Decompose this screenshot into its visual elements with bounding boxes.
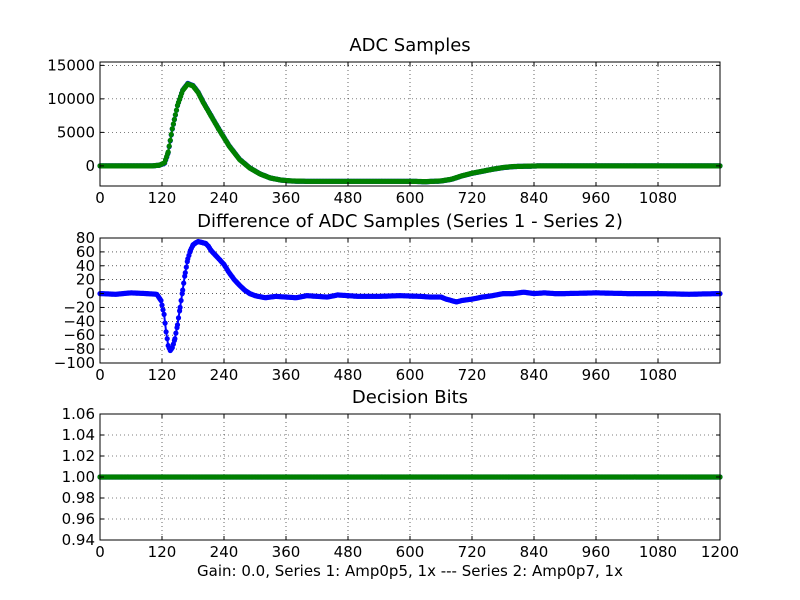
y-tick-label: −40 bbox=[63, 312, 95, 330]
y-tick-label: −20 bbox=[63, 298, 95, 316]
x-tick-label: 240 bbox=[210, 189, 239, 207]
x-tick-label: 1200 bbox=[701, 543, 739, 561]
data-point bbox=[170, 121, 176, 127]
data-point bbox=[172, 112, 178, 118]
data-point bbox=[178, 297, 184, 304]
x-tick-label: 240 bbox=[210, 543, 239, 561]
y-tick-label: −80 bbox=[63, 340, 95, 358]
y-tick-label: 0.98 bbox=[62, 489, 95, 507]
x-tick-label: 360 bbox=[272, 543, 301, 561]
chart-title: Decision Bits bbox=[352, 387, 468, 408]
x-tick-label: 960 bbox=[582, 189, 611, 207]
y-tick-label: 10000 bbox=[47, 90, 95, 108]
y-tick-label: −60 bbox=[63, 326, 95, 344]
x-tick-label: 840 bbox=[520, 366, 549, 384]
y-tick-label: 0.94 bbox=[62, 531, 95, 549]
x-tick-label: 720 bbox=[458, 189, 487, 207]
x-tick-label: 600 bbox=[396, 543, 425, 561]
y-tick-label: 1.06 bbox=[62, 405, 95, 423]
x-tick-label: 480 bbox=[334, 366, 363, 384]
x-tick-label: 240 bbox=[210, 366, 239, 384]
x-tick-label: 120 bbox=[148, 543, 177, 561]
x-tick-label: 1080 bbox=[639, 543, 677, 561]
x-tick-label: 480 bbox=[334, 189, 363, 207]
data-point bbox=[159, 302, 165, 308]
y-tick-label: 40 bbox=[76, 257, 95, 275]
x-tick-label: 0 bbox=[95, 543, 105, 561]
y-tick-label: 1.02 bbox=[62, 447, 95, 465]
x-tick-label: 360 bbox=[272, 366, 301, 384]
x-tick-label: 120 bbox=[148, 189, 177, 207]
y-tick-label: 1.00 bbox=[62, 468, 95, 486]
data-point bbox=[183, 264, 189, 270]
data-point bbox=[172, 336, 178, 342]
data-point bbox=[173, 330, 179, 336]
x-tick-label: 840 bbox=[520, 189, 549, 207]
x-tick-label: 840 bbox=[520, 543, 549, 561]
x-tick-label: 1080 bbox=[639, 189, 677, 207]
y-tick-label: 5000 bbox=[57, 123, 95, 141]
data-point bbox=[162, 320, 168, 326]
data-point bbox=[164, 336, 170, 342]
data-point bbox=[174, 322, 181, 328]
y-tick-label: 0.96 bbox=[62, 510, 95, 528]
data-point bbox=[158, 297, 164, 304]
x-tick-label: 360 bbox=[272, 189, 301, 207]
x-tick-label: 120 bbox=[148, 366, 177, 384]
data-point bbox=[168, 131, 174, 138]
chart-title: Difference of ADC Samples (Series 1 - Se… bbox=[197, 211, 623, 232]
x-axis-label: Gain: 0.0, Series 1: Amp0p5, 1x --- Seri… bbox=[197, 562, 623, 580]
x-tick-label: 0 bbox=[95, 366, 105, 384]
y-tick-label: 15000 bbox=[47, 56, 95, 74]
data-point bbox=[166, 143, 172, 149]
y-tick-label: 60 bbox=[76, 243, 95, 261]
axes-frame bbox=[99, 237, 721, 364]
y-tick-label: 20 bbox=[76, 271, 95, 289]
data-point bbox=[167, 137, 173, 143]
series-markers-2 bbox=[97, 474, 723, 480]
series-markers-1 bbox=[97, 238, 723, 354]
data-point bbox=[163, 329, 169, 335]
y-tick-label: 0 bbox=[85, 285, 95, 303]
x-tick-label: 480 bbox=[334, 543, 363, 561]
data-point bbox=[180, 287, 186, 293]
x-tick-label: 600 bbox=[396, 189, 425, 207]
chart-title: ADC Samples bbox=[349, 35, 470, 56]
series-markers-2 bbox=[97, 81, 723, 185]
x-tick-label: 0 bbox=[95, 189, 105, 207]
y-tick-label: −100 bbox=[54, 354, 95, 372]
data-point bbox=[161, 311, 167, 317]
x-tick-label: 1080 bbox=[639, 366, 677, 384]
data-point bbox=[169, 126, 175, 132]
y-tick-label: 1.04 bbox=[62, 426, 95, 444]
x-tick-label: 720 bbox=[458, 366, 487, 384]
x-tick-label: 960 bbox=[582, 366, 611, 384]
data-point bbox=[181, 280, 187, 286]
y-tick-label: 0 bbox=[85, 157, 95, 175]
data-point bbox=[173, 107, 180, 113]
x-tick-label: 600 bbox=[396, 366, 425, 384]
data-point bbox=[165, 149, 171, 155]
x-tick-label: 720 bbox=[458, 543, 487, 561]
x-tick-label: 960 bbox=[582, 543, 611, 561]
data-point bbox=[182, 270, 188, 276]
data-point bbox=[175, 315, 182, 321]
data-point bbox=[160, 307, 166, 313]
data-point bbox=[171, 116, 177, 122]
y-tick-label: 80 bbox=[76, 229, 95, 247]
data-point bbox=[177, 304, 183, 310]
